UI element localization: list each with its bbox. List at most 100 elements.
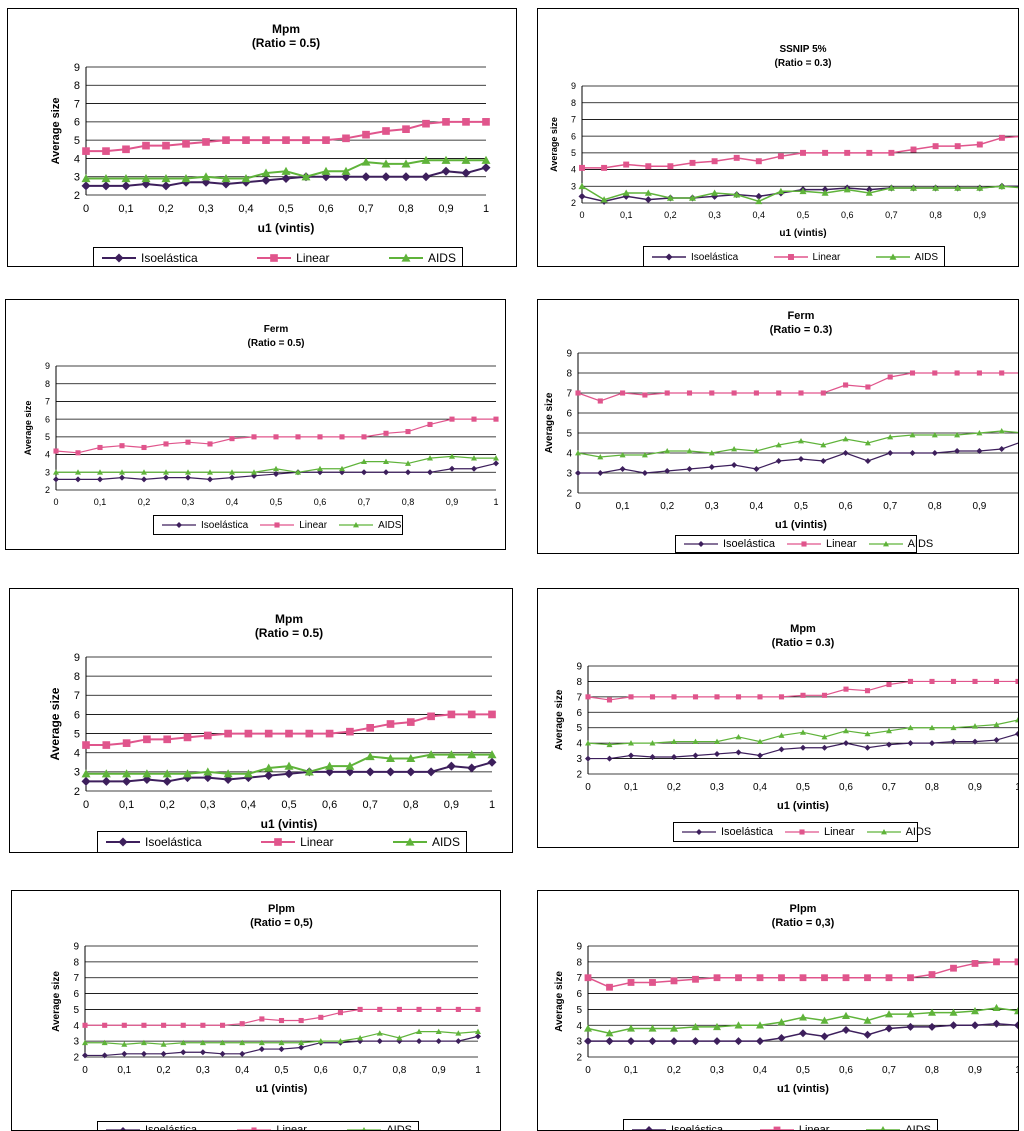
x-tick-label: 0,3 bbox=[198, 203, 213, 215]
y-tick-label: 7 bbox=[576, 973, 582, 984]
y-axis-label: Average size bbox=[50, 98, 62, 165]
data-point bbox=[243, 769, 253, 778]
legend-marker bbox=[118, 837, 128, 847]
data-point bbox=[278, 1039, 285, 1046]
y-axis-label: Average size bbox=[554, 689, 565, 750]
square-marker-icon bbox=[237, 1127, 272, 1130]
data-point bbox=[928, 971, 936, 978]
chart-svg: Plpm (Ratio = 0,5) 2 3 4 5 6 7 8 9 0 0,1 0,2 0,3 0,4 0,… bbox=[51, 903, 481, 1095]
data-point bbox=[455, 1038, 462, 1045]
y-axis-label: Average size bbox=[544, 392, 555, 453]
y-tick-label: 7 bbox=[566, 389, 572, 400]
x-tick-label: 1 bbox=[483, 203, 489, 215]
data-point bbox=[950, 738, 957, 745]
data-point bbox=[471, 465, 477, 472]
x-tick-label: 0,3 bbox=[710, 1065, 724, 1076]
x-tick-label: 0,4 bbox=[235, 1065, 249, 1076]
data-point bbox=[622, 189, 630, 196]
legend-item: Linear bbox=[258, 519, 327, 531]
data-point bbox=[865, 384, 871, 390]
data-point bbox=[75, 469, 81, 475]
data-point bbox=[406, 753, 416, 763]
x-tick-label: 0,8 bbox=[929, 210, 942, 220]
legend-item: Linear bbox=[259, 835, 334, 849]
data-point bbox=[203, 731, 212, 740]
data-point bbox=[121, 1022, 127, 1028]
data-point bbox=[887, 450, 894, 456]
x-tick-label: 0 bbox=[585, 1065, 591, 1076]
data-point bbox=[778, 732, 785, 738]
data-point bbox=[575, 390, 581, 396]
data-point bbox=[199, 1039, 206, 1046]
data-point bbox=[756, 1037, 764, 1046]
data-point bbox=[361, 434, 367, 440]
data-point bbox=[692, 738, 699, 744]
legend-label: AIDS bbox=[905, 1124, 931, 1131]
data-point bbox=[82, 741, 90, 749]
data-point bbox=[426, 750, 436, 759]
x-tick-label: 0,3 bbox=[705, 501, 719, 512]
data-point bbox=[471, 416, 477, 422]
x-axis-label: u1 (vintis) bbox=[261, 817, 318, 831]
chart-svg: Mpm(Ratio = 0.5) 2 3 4 5 6 7 8 9 0 0,1 0,2 0,3 0,4 0,5… bbox=[48, 612, 497, 831]
data-point bbox=[992, 1003, 1001, 1012]
data-point bbox=[664, 468, 671, 474]
diamond-marker-icon bbox=[652, 253, 686, 261]
y-tick-label: 4 bbox=[74, 748, 80, 760]
data-point bbox=[181, 174, 191, 183]
triangle-marker-icon bbox=[339, 522, 374, 528]
data-point bbox=[282, 136, 290, 144]
y-tick-label: 6 bbox=[571, 131, 576, 141]
data-point bbox=[273, 465, 279, 472]
data-point bbox=[777, 187, 785, 195]
data-point bbox=[735, 749, 742, 756]
data-point bbox=[119, 474, 125, 481]
data-point bbox=[405, 428, 411, 435]
data-point bbox=[606, 697, 613, 703]
y-tick-label: 9 bbox=[73, 942, 79, 953]
legend-label: Isoelástica bbox=[721, 826, 773, 838]
data-point bbox=[487, 757, 497, 767]
legend-label: Isoelástica bbox=[691, 251, 739, 263]
diamond-marker-icon bbox=[106, 1127, 140, 1130]
data-point bbox=[775, 458, 782, 464]
legend-label: Linear bbox=[823, 826, 855, 838]
data-point bbox=[689, 159, 696, 166]
x-tick-label: 0,6 bbox=[314, 497, 327, 507]
data-point bbox=[207, 476, 213, 483]
data-point bbox=[361, 157, 371, 166]
data-point bbox=[976, 141, 983, 148]
legend-marker bbox=[362, 1127, 366, 1130]
legend-label: AIDS bbox=[427, 251, 456, 265]
data-point bbox=[475, 1006, 481, 1012]
x-tick-label: 0,7 bbox=[358, 497, 371, 507]
data-point bbox=[950, 964, 957, 972]
legend-marker bbox=[401, 253, 411, 262]
data-point bbox=[435, 1028, 442, 1035]
legend-item: Isoelástica bbox=[682, 538, 775, 550]
chart-subtitle: (Ratio = 0.3) bbox=[770, 324, 833, 336]
data-point bbox=[337, 1010, 343, 1016]
y-tick-label: 2 bbox=[74, 190, 80, 202]
data-point bbox=[183, 773, 192, 783]
data-point bbox=[229, 436, 235, 442]
data-point bbox=[842, 1011, 850, 1019]
data-point bbox=[606, 755, 613, 762]
data-point bbox=[776, 390, 782, 396]
square-marker-icon bbox=[257, 254, 292, 262]
data-point bbox=[585, 694, 591, 700]
x-axis-label: u1 (vintis) bbox=[775, 519, 827, 531]
y-tick-label: 6 bbox=[566, 409, 572, 420]
data-point bbox=[141, 174, 151, 183]
data-point bbox=[931, 450, 938, 456]
x-tick-label: 0 bbox=[82, 1065, 88, 1076]
data-point bbox=[644, 189, 652, 196]
data-point bbox=[53, 469, 59, 475]
legend-label: Isoelástica bbox=[201, 519, 249, 531]
x-tick-label: 0,1 bbox=[117, 1065, 131, 1076]
data-point bbox=[122, 145, 130, 154]
data-point bbox=[671, 754, 677, 761]
data-point bbox=[295, 469, 301, 475]
x-tick-label: 0,1 bbox=[620, 210, 633, 220]
data-point bbox=[493, 460, 499, 467]
